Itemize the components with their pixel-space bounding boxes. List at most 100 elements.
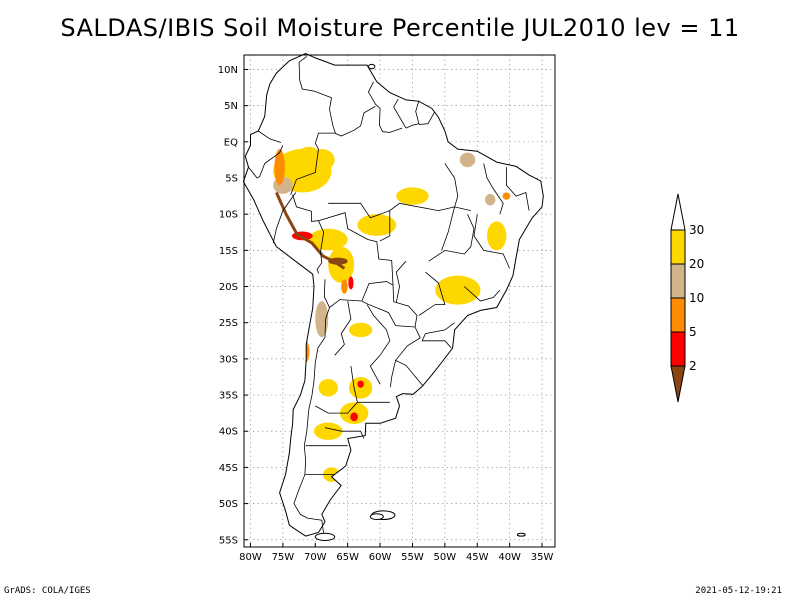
border-line <box>428 214 475 262</box>
border-line <box>293 307 330 539</box>
percentile-region <box>459 152 476 168</box>
islands <box>314 63 526 541</box>
colorbar-label: 2 <box>689 359 697 373</box>
percentile-region <box>357 214 397 236</box>
border-line <box>421 322 455 349</box>
lon-tick-label: 45W <box>466 552 489 563</box>
lon-tick-label: 35W <box>531 552 554 563</box>
border-line <box>506 167 530 211</box>
percentile-region <box>396 187 429 205</box>
border-line <box>314 132 335 173</box>
island <box>516 532 526 537</box>
colorbar-segment <box>670 365 686 403</box>
lat-tick-label: 10S <box>219 210 238 221</box>
colorbar-label: 20 <box>689 257 704 271</box>
border-line <box>473 214 510 269</box>
colorbar-segment <box>670 263 686 299</box>
footer-timestamp: 2021-05-12-19:21 <box>695 586 782 596</box>
lon-tick-label: 75W <box>272 552 295 563</box>
colorbar-segment <box>670 193 686 231</box>
lon-tick-label: 70W <box>304 552 327 563</box>
island <box>369 513 384 521</box>
border-line <box>418 271 446 316</box>
lon-tick-label: 60W <box>369 552 392 563</box>
percentile-region <box>341 279 348 294</box>
percentile-region <box>502 192 511 200</box>
country-borders <box>248 56 530 539</box>
percentile-region <box>313 422 343 440</box>
border-line <box>441 163 459 251</box>
lat-tick-label: 30S <box>219 354 238 365</box>
percentile-region <box>435 275 481 305</box>
lon-tick-label: 50W <box>434 552 457 563</box>
lat-tick-label: 40S <box>219 427 238 438</box>
percentile-region <box>486 221 507 251</box>
border-line <box>290 171 317 195</box>
map-title: SALDAS/IBIS Soil Moisture Percentile JUL… <box>60 14 740 42</box>
percentile-region <box>274 149 285 186</box>
border-line <box>379 210 391 242</box>
border-line <box>464 286 501 302</box>
border-line <box>334 106 376 137</box>
border-line <box>405 100 420 129</box>
longitude-tick-labels: 80W 75W 70W 65W 60W 55W 50W 45W 40W 35W <box>239 552 553 563</box>
colorbar-segment <box>670 331 686 367</box>
lat-tick-label: EQ <box>224 137 238 148</box>
andes-dry-band <box>275 191 346 270</box>
border-line <box>393 98 407 129</box>
colorbar-label: 30 <box>689 223 704 237</box>
lon-tick-label: 40W <box>498 552 521 563</box>
border-line <box>367 81 403 133</box>
border-line <box>390 360 396 388</box>
coastline <box>242 53 544 537</box>
lon-tick-label: 65W <box>336 552 359 563</box>
border-line <box>366 304 391 385</box>
lon-tick-label: 80W <box>239 552 262 563</box>
lat-tick-label: 55S <box>219 535 238 546</box>
percentile-region <box>348 276 354 290</box>
colorbar-label: 10 <box>689 291 704 305</box>
border-line <box>292 194 319 222</box>
border-line <box>418 112 435 125</box>
colorbar-segment <box>670 229 686 265</box>
lat-tick-label: 15S <box>219 246 238 257</box>
island <box>314 532 336 541</box>
border-line <box>394 326 424 386</box>
latitude-tick-labels: 10N 5N EQ 5S 10S 15S 20S 25S 30S 35S 40S 45S 50S 55S <box>218 65 238 546</box>
border-line <box>316 220 325 274</box>
percentile-region <box>308 228 348 251</box>
lat-tick-label: 5S <box>225 174 238 185</box>
percentile-region <box>318 379 338 397</box>
percentile-region <box>350 412 359 422</box>
border-line <box>483 163 504 215</box>
lat-tick-label: 50S <box>219 499 238 510</box>
border-line <box>324 427 365 439</box>
border-line <box>395 260 407 303</box>
lat-tick-label: 35S <box>219 391 238 402</box>
percentile-region <box>357 380 364 388</box>
border-line <box>334 300 352 356</box>
plot-border <box>243 54 556 548</box>
border-line <box>248 145 284 179</box>
footer-credit: GrADS: COLA/IGES <box>4 586 91 596</box>
percentile-region <box>328 257 348 265</box>
island <box>367 63 376 70</box>
border-line <box>272 192 297 244</box>
colorbar-label: 5 <box>689 325 697 339</box>
colorbar-segment <box>670 297 686 333</box>
border-line <box>298 56 336 134</box>
border-line <box>258 130 282 143</box>
lat-tick-label: 25S <box>219 318 238 329</box>
lat-tick-label: 20S <box>219 282 238 293</box>
percentile-region <box>348 322 373 338</box>
percentile-region <box>485 193 496 206</box>
lat-tick-label: 10N <box>218 65 238 76</box>
colorbar: 2 5 10 20 30 <box>670 193 704 403</box>
lat-tick-label: 5N <box>224 101 238 112</box>
border-line <box>315 366 358 414</box>
lat-tick-label: 45S <box>219 463 238 474</box>
percentile-region <box>299 146 319 159</box>
percentile-region <box>315 301 329 338</box>
lon-tick-label: 55W <box>401 552 424 563</box>
